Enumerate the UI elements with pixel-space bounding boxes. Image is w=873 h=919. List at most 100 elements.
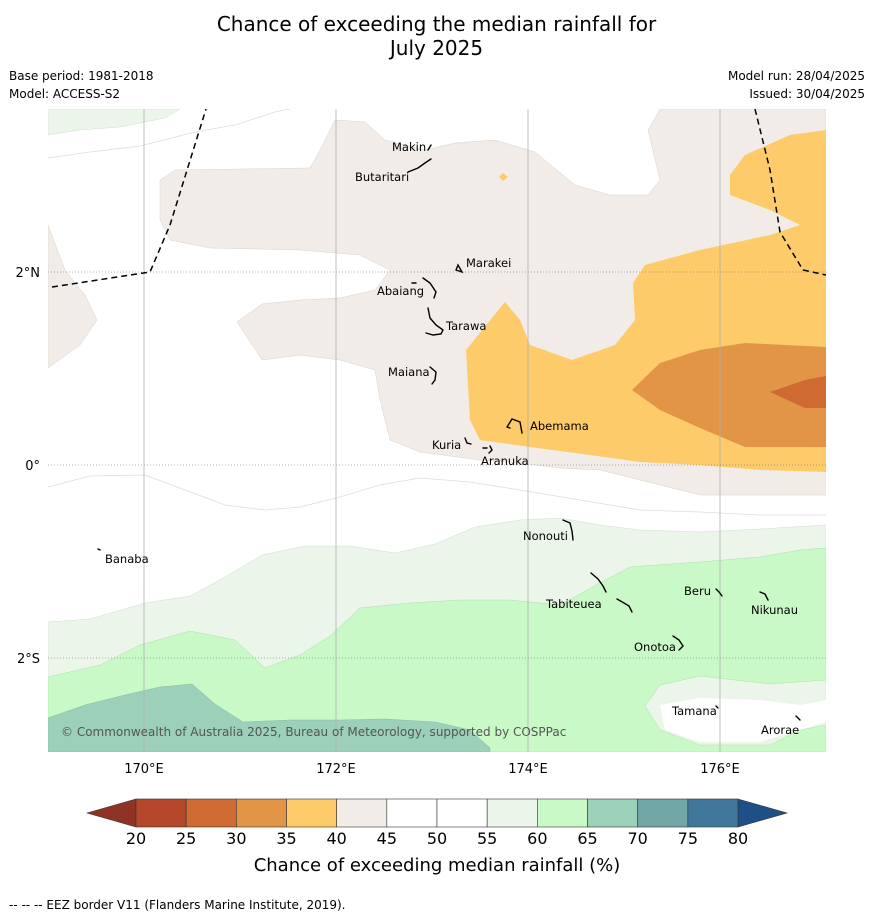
meta-right: Model run: 28/04/2025 Issued: 30/04/2025 — [728, 67, 865, 103]
parallel-lines — [48, 271, 826, 659]
y-tick-2s: 2°S — [17, 652, 40, 667]
colorbar-segment — [386, 798, 438, 828]
island-tabiteuea — [590, 572, 633, 613]
colorbar: 20 25 30 35 40 45 50 55 60 65 70 75 80 Chance of exc… — [85, 798, 789, 876]
contour-line-equator-1 — [48, 474, 826, 516]
label-abemama: Abemama — [530, 419, 589, 433]
island-kuria — [464, 437, 472, 445]
island-labels: Makin Butaritari Marakei Abaiang Tarawa … — [105, 140, 799, 737]
colorbar-segment — [286, 798, 337, 828]
colorbar-tick-label: 35 — [276, 829, 296, 848]
island-aranuka — [482, 445, 493, 454]
colorbar-segment — [185, 798, 237, 828]
colorbar-segment — [336, 798, 388, 828]
colorbar-label: Chance of exceeding median rainfall (%) — [254, 855, 621, 876]
label-aranuka: Aranuka — [481, 454, 529, 468]
label-marakei: Marakei — [466, 256, 511, 270]
colorbar-segment — [486, 798, 538, 828]
title-line-2: July 2025 — [389, 36, 484, 60]
island-tamana — [715, 705, 719, 709]
label-butaritari: Butaritari — [355, 170, 409, 184]
base-period: Base period: 1981-2018 — [9, 69, 154, 83]
x-tick-170e: 170°E — [124, 762, 164, 777]
colorbar-high-arrow — [737, 798, 789, 828]
band-65-70 — [48, 683, 491, 752]
island-nonouti — [562, 519, 574, 541]
island-arorae — [795, 715, 801, 721]
colorbar-tick-label: 60 — [527, 829, 547, 848]
island-onotoa — [672, 635, 684, 651]
band-40-45-west — [48, 224, 98, 369]
band-white-south — [660, 698, 826, 742]
band-35-40-spot — [499, 173, 508, 181]
island-abaiang — [411, 277, 437, 299]
contour-line-north — [48, 109, 291, 159]
x-axis-labels: 170°E 172°E 174°E 176°E — [124, 762, 740, 777]
x-tick-176e: 176°E — [700, 762, 740, 777]
colorbar-tick-label: 55 — [477, 829, 497, 848]
label-tarawa: Tarawa — [445, 319, 486, 333]
colorbar-segment — [436, 798, 488, 828]
band-55-60-north — [48, 109, 181, 136]
island-tarawa — [425, 307, 444, 336]
island-outlines — [97, 144, 801, 721]
label-tamana: Tamana — [671, 704, 717, 718]
map-area: Makin Butaritari Marakei Abaiang Tarawa … — [48, 109, 826, 752]
y-tick-0: 0° — [25, 459, 40, 474]
island-butaritari — [407, 158, 432, 173]
model-run: Model run: 28/04/2025 — [727, 69, 865, 83]
colorbar-low-arrow — [85, 798, 137, 828]
island-abemama — [506, 418, 523, 434]
title-line-1: Chance of exceeding the median rainfall … — [216, 12, 657, 36]
x-tick-172e: 172°E — [316, 762, 356, 777]
label-kuria: Kuria — [432, 438, 461, 452]
y-tick-2n: 2°N — [16, 266, 41, 281]
y-axis-labels: 2°N 0° 2°S — [16, 266, 41, 667]
colorbar-segment — [135, 798, 187, 828]
meridian-lines — [143, 109, 721, 752]
label-tabiteuea: Tabiteuea — [545, 597, 602, 611]
band-30-35 — [632, 343, 826, 447]
label-arorae: Arorae — [761, 723, 799, 737]
band-25-30 — [770, 376, 826, 408]
label-nonouti: Nonouti — [523, 529, 568, 543]
colorbar-tick-label: 25 — [176, 829, 196, 848]
colorbar-segment — [236, 798, 287, 828]
island-nikunau — [759, 591, 769, 601]
label-makin: Makin — [392, 140, 426, 154]
colorbar-tick-label: 45 — [377, 829, 397, 848]
label-nikunau: Nikunau — [751, 603, 798, 617]
label-maiana: Maiana — [388, 365, 430, 379]
label-beru: Beru — [684, 584, 711, 598]
colorbar-tick-label: 30 — [226, 829, 246, 848]
footer-note: -- -- -- EEZ border V11 (Flanders Marine… — [9, 898, 346, 912]
meta-left: Base period: 1981-2018 Model: ACCESS-S2 — [9, 67, 154, 103]
island-banaba — [97, 548, 101, 551]
colorbar-tick-label: 70 — [627, 829, 647, 848]
island-maiana — [429, 366, 437, 385]
colorbar-tick-label: 50 — [427, 829, 447, 848]
x-tick-174e: 174°E — [508, 762, 548, 777]
eez-border — [51, 109, 826, 288]
issued-date: Issued: 30/04/2025 — [749, 87, 865, 101]
colorbar-segment — [537, 798, 588, 828]
map-title: Chance of exceeding the median rainfall … — [0, 12, 873, 60]
colorbar-tick-label: 20 — [126, 829, 146, 848]
colorbar-segment — [637, 798, 689, 828]
island-beru — [715, 588, 723, 597]
colorbar-tick-label: 40 — [326, 829, 346, 848]
island-marakei — [455, 263, 464, 274]
colorbar-tick-label: 80 — [728, 829, 748, 848]
colorbar-segment — [687, 798, 739, 828]
colorbar-segment — [587, 798, 638, 828]
colorbar-tick-label: 65 — [577, 829, 597, 848]
label-abaiang: Abaiang — [377, 284, 424, 298]
copyright-notice: © Commonwealth of Australia 2025, Bureau… — [61, 725, 566, 739]
label-banaba: Banaba — [105, 552, 149, 566]
label-onotoa: Onotoa — [634, 640, 676, 654]
colorbar-tick-label: 75 — [678, 829, 698, 848]
island-makin — [427, 144, 432, 151]
band-60-65 — [48, 547, 826, 752]
model-name: Model: ACCESS-S2 — [9, 87, 121, 101]
